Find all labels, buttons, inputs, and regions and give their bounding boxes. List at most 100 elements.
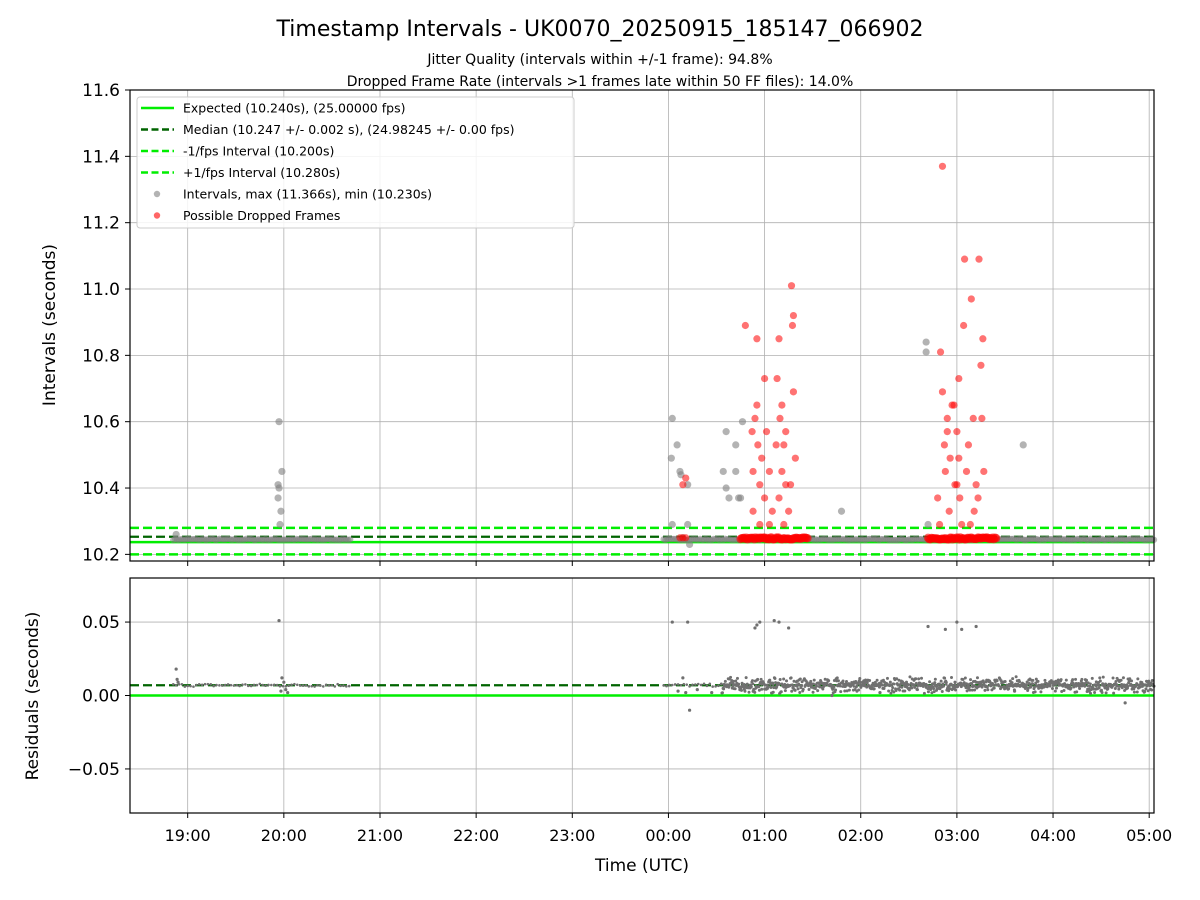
residual-point: [1062, 688, 1066, 692]
dropped-frame-point: [935, 520, 944, 529]
residual-point: [676, 683, 680, 686]
intervals-y-tick-label: 11.2: [82, 214, 120, 234]
residual-point: [174, 684, 178, 687]
x-tick-label: 19:00: [165, 826, 211, 845]
residual-point: [911, 683, 915, 687]
residual-point: [944, 680, 948, 684]
dropped-frame-point: [953, 428, 961, 436]
intervals-plot-frame: [129, 89, 1155, 562]
residual-point: [788, 684, 792, 688]
residual-point: [731, 679, 735, 683]
residual-point: [757, 685, 761, 689]
residual-point: [764, 683, 768, 687]
legend: Expected (10.240s), (25.00000 fps) Median…: [136, 96, 575, 229]
residual-point: [1025, 683, 1029, 687]
residual-point: [757, 688, 761, 692]
residual-point: [882, 686, 886, 690]
intervals-y-label: Intervals (seconds): [40, 244, 60, 406]
intervals-y-tick-label: 11.0: [82, 280, 120, 300]
residual-point: [891, 682, 895, 686]
residual-point: [681, 676, 685, 680]
dropped-frame-point: [768, 507, 776, 515]
residual-point: [695, 688, 699, 692]
residual-point: [894, 688, 898, 692]
residual-point: [714, 685, 717, 688]
residuals-y-tick-label: 0.05: [82, 613, 120, 633]
residual-point: [686, 620, 690, 624]
residual-point: [298, 684, 302, 687]
residual-point: [1125, 686, 1129, 690]
interval-point: [276, 520, 284, 529]
residual-point: [1121, 676, 1125, 680]
residual-point: [974, 624, 978, 629]
residual-point: [777, 620, 781, 624]
residual-point: [1101, 675, 1105, 679]
residual-point: [821, 687, 825, 691]
residual-point: [1116, 684, 1120, 688]
legend-marker: [153, 190, 161, 198]
legend-label: Intervals, max (11.366s), min (10.230s): [183, 187, 432, 202]
interval-point: [172, 530, 180, 539]
residual-point: [835, 676, 839, 680]
dropped-frame-point: [978, 414, 986, 422]
x-tick-label: 05:00: [1126, 826, 1172, 845]
dropped-frame-point: [780, 441, 788, 449]
residual-point: [1048, 682, 1052, 686]
residual-point: [1033, 685, 1037, 689]
residual-point: [688, 685, 691, 688]
residual-point: [1086, 684, 1089, 687]
residual-point: [310, 684, 314, 688]
residual-point: [895, 677, 899, 681]
residual-point: [734, 679, 738, 683]
dropped-frame-point: [778, 467, 786, 476]
residuals-y-tick-label: −0.05: [68, 760, 120, 780]
residual-point: [950, 675, 954, 679]
dropped-frame-point: [748, 428, 756, 436]
residual-point: [1125, 683, 1129, 687]
residuals-y-label: Residuals (seconds): [23, 612, 43, 781]
residual-point: [970, 688, 974, 692]
chart-title: Timestamp Intervals - UK0070_20250915_18…: [276, 17, 924, 42]
residual-point: [1033, 690, 1037, 694]
interval-point: [732, 441, 740, 449]
residual-point: [1011, 677, 1015, 681]
residual-point: [789, 676, 793, 680]
residual-point: [218, 684, 221, 687]
residual-point: [768, 681, 772, 685]
intervals-y-tick-label: 10.8: [82, 346, 120, 366]
residual-point: [883, 684, 887, 688]
residual-point: [777, 681, 781, 685]
legend-label: Median (10.247 +/- 0.002 s), (24.98245 +…: [183, 122, 514, 137]
residual-point: [684, 690, 688, 695]
residual-point: [1055, 686, 1059, 690]
residual-point: [1098, 676, 1102, 680]
intervals-y-tick-label: 11.4: [82, 147, 120, 167]
residual-point: [892, 690, 896, 694]
residual-point: [959, 681, 963, 685]
residual-point: [1104, 691, 1108, 695]
residual-point: [1014, 675, 1018, 679]
residual-point: [280, 676, 284, 680]
dropped-frame-point: [803, 534, 812, 543]
residual-point: [221, 684, 224, 687]
residual-point: [301, 684, 305, 687]
dropped-frame-point: [953, 481, 961, 489]
residual-point: [1145, 684, 1149, 688]
residual-point: [910, 686, 914, 690]
residual-point: [839, 690, 843, 694]
residual-point: [747, 690, 751, 694]
residual-point: [261, 683, 264, 687]
residual-point: [1043, 678, 1047, 682]
dropped-frame-point: [975, 255, 983, 263]
residual-point: [1135, 682, 1139, 686]
chart-subtitle-dropped: Dropped Frame Rate (intervals >1 frames …: [347, 74, 854, 90]
residual-point: [783, 682, 787, 686]
residual-point: [327, 684, 331, 687]
residual-point: [759, 677, 763, 681]
interval-point: [275, 484, 283, 492]
residual-point: [1138, 685, 1142, 689]
residual-point: [1064, 678, 1068, 682]
residual-point: [1083, 684, 1087, 688]
dropped-frame-point: [789, 388, 798, 396]
residual-point: [1135, 690, 1139, 694]
